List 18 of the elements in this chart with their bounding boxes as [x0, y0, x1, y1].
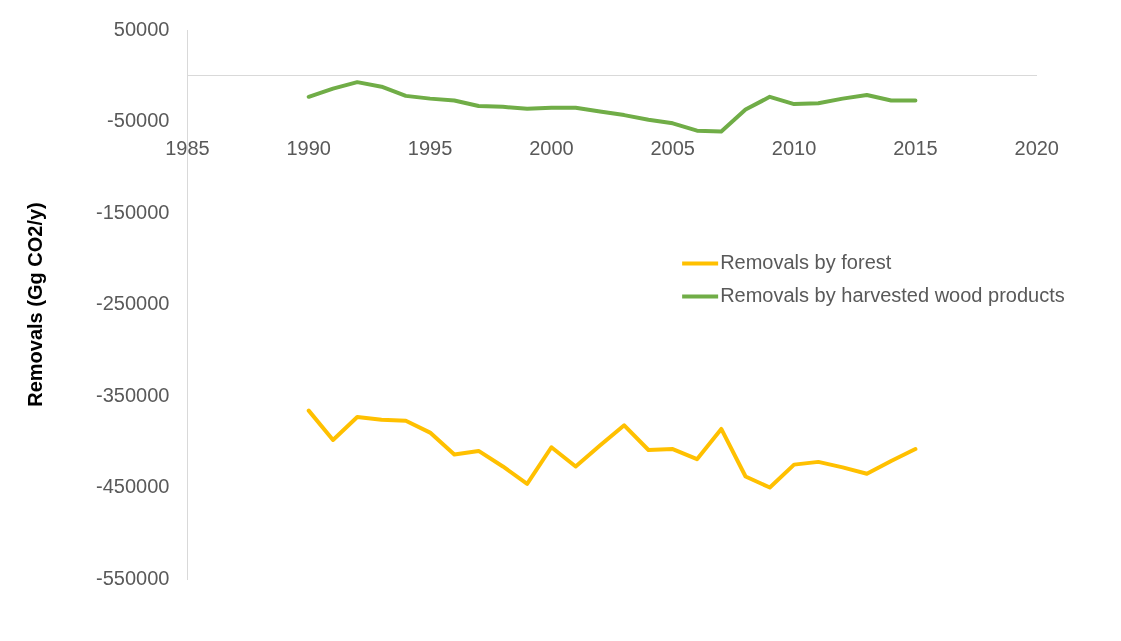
y-axis-title: Removals (Gg CO2/y): [23, 202, 46, 407]
y-tick-label: -150000: [95, 200, 170, 223]
x-tick-label: 2005: [650, 137, 695, 160]
x-tick-label: 1995: [407, 137, 453, 160]
x-tick-label: 1985: [165, 137, 210, 160]
x-tick-label: 2010: [771, 137, 817, 160]
x-tick-label: 2000: [529, 137, 574, 160]
legend-label: Removals by harvested wood products: [720, 284, 1065, 307]
y-tick-label: -250000: [95, 292, 170, 315]
x-tick-label: 2020: [1014, 137, 1059, 160]
x-tick-label: 1990: [286, 137, 331, 160]
y-tick-label: 50000: [113, 17, 170, 40]
y-tick-label: -550000: [95, 566, 170, 589]
y-tick-label: -450000: [95, 475, 170, 498]
y-tick-label: -350000: [95, 383, 170, 406]
legend-label: Removals by forest: [720, 251, 892, 274]
y-tick-label: -50000: [107, 109, 170, 132]
x-tick-label: 2015: [893, 137, 938, 160]
